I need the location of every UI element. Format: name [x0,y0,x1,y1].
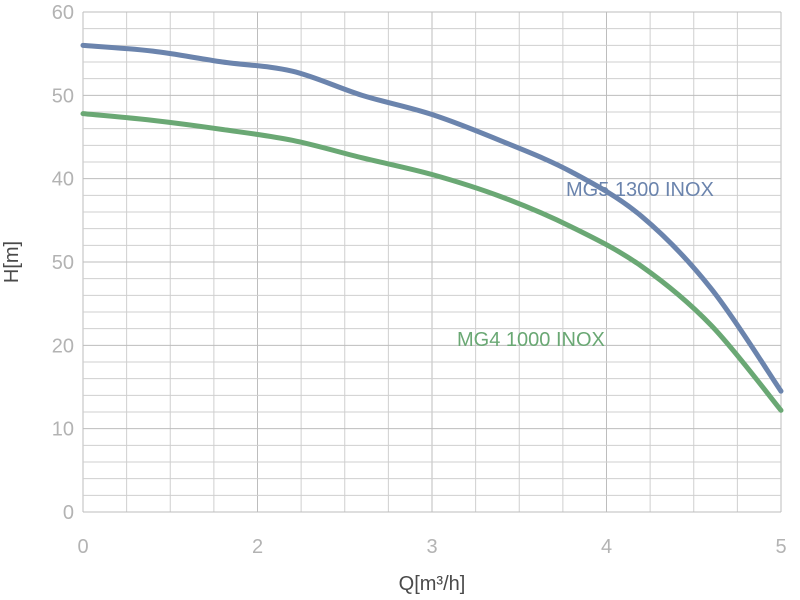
x-tick-label: 5 [775,536,786,558]
y-axis-label: H[m] [1,241,23,283]
y-tick-label: 40 [52,169,74,191]
y-tick-label: 0 [63,502,74,524]
x-tick-label: 2 [252,536,263,558]
y-tick-label: 10 [52,419,74,441]
series-label: MG4 1000 INOX [457,329,605,351]
x-tick-label: 4 [601,536,612,558]
series-line-mg4-1000-inox [80,111,784,413]
grid [82,11,782,513]
x-tick-label: 0 [77,536,88,558]
y-tick-label: 50 [52,252,74,274]
y-tick-label: 20 [52,335,74,357]
x-tick-label: 3 [426,536,437,558]
series-label: MG5 1300 INOX [566,179,714,201]
series-labels: MG5 1300 INOX MG4 1000 INOX [457,179,714,351]
y-tick-label: 60 [52,2,74,24]
series-line-mg5-1300-inox [80,42,784,394]
x-axis-label: Q[m³/h] [399,573,466,595]
y-tick-label: 50 [52,85,74,107]
series-lines [80,42,784,413]
